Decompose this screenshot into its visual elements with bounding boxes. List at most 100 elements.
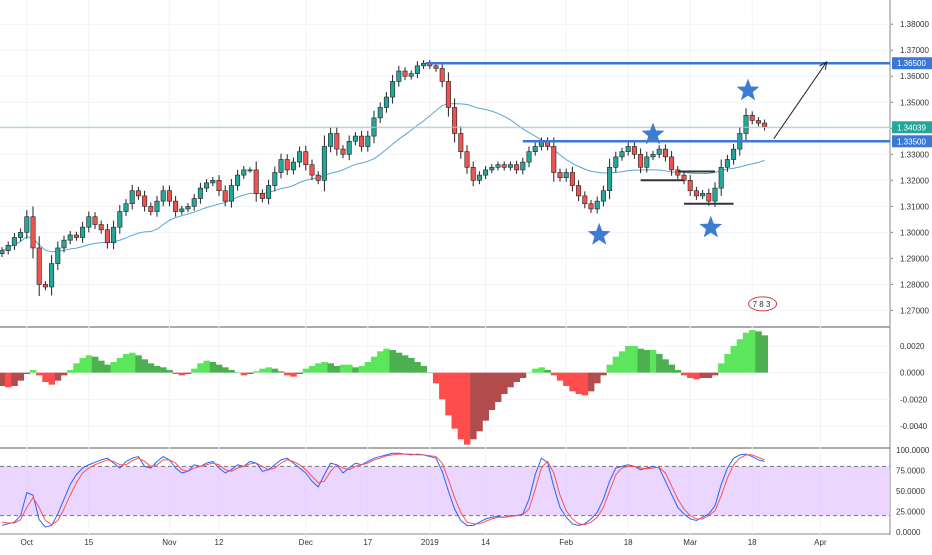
candle-body — [0, 250, 5, 254]
oscillator-bar — [662, 359, 669, 373]
oscillator-bar — [104, 364, 111, 373]
oscillator-bar — [749, 330, 756, 373]
price-panel[interactable]: 7 8 3 — [0, 59, 890, 312]
candle — [662, 144, 668, 162]
candle-body — [86, 216, 92, 228]
oscillator-bar — [532, 368, 539, 373]
candle — [241, 166, 247, 180]
candle-body — [600, 190, 606, 202]
candle — [173, 195, 179, 217]
candle — [5, 241, 11, 255]
oscillator-bar — [17, 372, 24, 381]
candle — [0, 247, 5, 258]
candle-body — [55, 247, 61, 264]
oscillator-panel[interactable] — [0, 330, 768, 445]
candle-body — [92, 216, 98, 225]
candle — [340, 145, 346, 159]
oscillator-bar — [705, 372, 713, 378]
oscillator-bar — [656, 354, 663, 373]
candle — [675, 166, 681, 180]
candle-body — [439, 68, 445, 82]
oscillator-bar — [91, 356, 99, 373]
time-tick-label: 12 — [215, 538, 224, 547]
candle — [61, 235, 67, 253]
candle-body — [340, 148, 346, 155]
oscillator-bar — [414, 362, 421, 373]
candle-body — [613, 156, 619, 168]
oscillator-bar — [693, 372, 700, 380]
oscillator-bar — [513, 372, 520, 382]
candle-body — [166, 190, 172, 202]
candle — [346, 135, 352, 161]
candle-body — [433, 65, 439, 69]
candle-body — [228, 185, 234, 202]
candle-body — [421, 62, 427, 67]
time-tick-label: Dec — [299, 538, 313, 547]
oscillator-bar — [687, 372, 694, 378]
candle-body — [30, 216, 36, 249]
oscillator-bar — [308, 366, 316, 373]
oscillator-bar — [668, 364, 675, 373]
oscillator-bar — [370, 356, 378, 373]
oscillator-bar — [352, 367, 359, 373]
oscillator-bar — [290, 372, 297, 377]
candle — [669, 151, 675, 176]
osc-tick-label: -0.0020 — [900, 395, 928, 404]
oscillator-bar — [358, 366, 365, 373]
oscillator-bar — [594, 372, 601, 384]
oscillator-bar — [234, 372, 241, 374]
candle-body — [284, 159, 290, 171]
candle — [700, 190, 706, 200]
candle-body — [346, 140, 352, 155]
projection-arrow-head — [819, 60, 828, 70]
candle — [135, 186, 141, 200]
candle — [377, 102, 383, 124]
oscillator-bar — [482, 372, 489, 421]
oscillator-bar — [135, 355, 142, 373]
oscillator-bar — [724, 354, 731, 373]
candle-body — [625, 146, 631, 152]
oscillator-bar — [36, 372, 43, 376]
candle-body — [241, 169, 247, 176]
candle — [210, 177, 216, 187]
candle — [142, 190, 148, 212]
candle — [731, 143, 737, 165]
candle — [563, 168, 569, 182]
candle-body — [656, 148, 662, 155]
stochastic-panel[interactable] — [0, 452, 890, 528]
candle — [104, 223, 110, 249]
stoch-tick-label: 50.0000 — [896, 487, 925, 496]
candle-body — [11, 237, 17, 246]
oscillator-bar — [215, 364, 223, 373]
candle-body — [328, 133, 334, 147]
candle-body — [594, 200, 600, 210]
candle — [439, 62, 445, 88]
candle-body — [222, 190, 228, 202]
osc-tick-label: 0.0020 — [900, 342, 925, 351]
price-tick-label: 1.37000 — [900, 46, 929, 55]
oscillator-bar — [383, 348, 390, 373]
price-tick-label: 1.30000 — [900, 228, 929, 237]
candle-body — [185, 206, 191, 210]
candle — [185, 203, 191, 213]
oscillator-bar — [0, 372, 6, 386]
oscillator-bar — [296, 372, 303, 374]
oscillator-bar — [463, 372, 471, 445]
oscillator-bar — [631, 346, 638, 373]
candle — [365, 130, 371, 152]
projection-arrow — [773, 61, 828, 139]
candle — [470, 161, 476, 187]
candle-body — [359, 135, 365, 147]
oscillator-bar — [736, 339, 744, 373]
candle — [445, 72, 451, 117]
candle — [334, 126, 340, 156]
candle-body — [191, 198, 197, 207]
candle — [718, 159, 724, 196]
candle — [297, 146, 303, 168]
oscillator-bar — [79, 358, 86, 373]
oscillator-bar — [228, 370, 235, 373]
oscillator-bar — [488, 372, 496, 410]
oscillator-bar — [147, 363, 155, 373]
